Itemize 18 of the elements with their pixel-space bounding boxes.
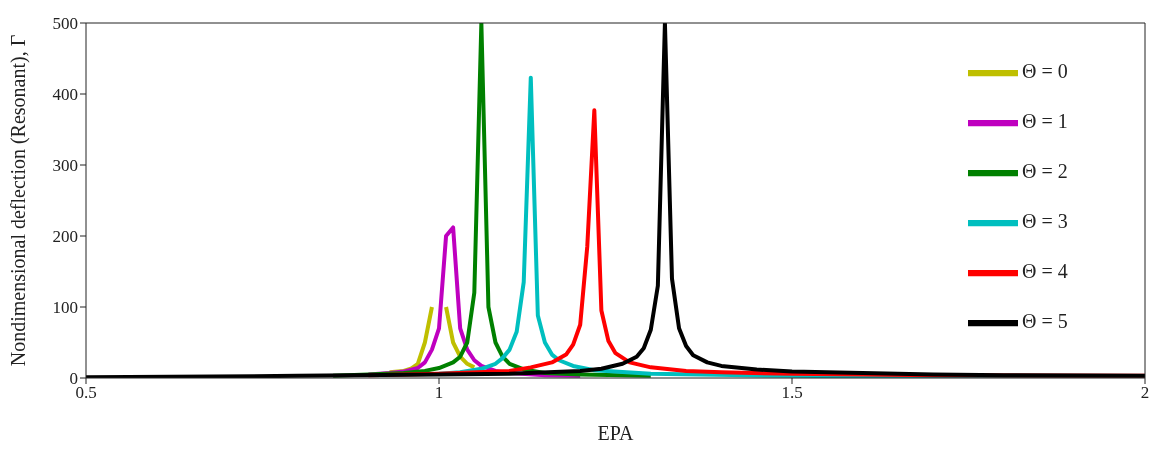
y-tick-label: 0	[69, 369, 78, 389]
legend-label: Θ = 1	[1022, 109, 1068, 132]
x-tick-label: 1.5	[781, 383, 803, 403]
y-tick-label: 200	[52, 227, 78, 247]
x-axis-title: EPA	[597, 422, 635, 444]
y-tick-label: 100	[52, 298, 78, 318]
legend-label: Θ = 4	[1022, 259, 1068, 282]
x-tick-label: 0.5	[75, 383, 97, 403]
y-axis-title: Nondimensional deflection (Resonant), Γ	[7, 34, 31, 367]
legend-label: Θ = 5	[1022, 309, 1068, 332]
x-tick-label: 2	[1140, 383, 1150, 403]
y-tick-label: 400	[52, 85, 78, 105]
x-tick-label: 1	[434, 383, 444, 403]
y-tick-label: 300	[52, 156, 78, 176]
legend-label: Θ = 0	[1022, 59, 1068, 82]
legend-label: Θ = 3	[1022, 209, 1068, 232]
y-tick-label: 500	[52, 14, 78, 34]
legend-label: Θ = 2	[1022, 159, 1068, 182]
